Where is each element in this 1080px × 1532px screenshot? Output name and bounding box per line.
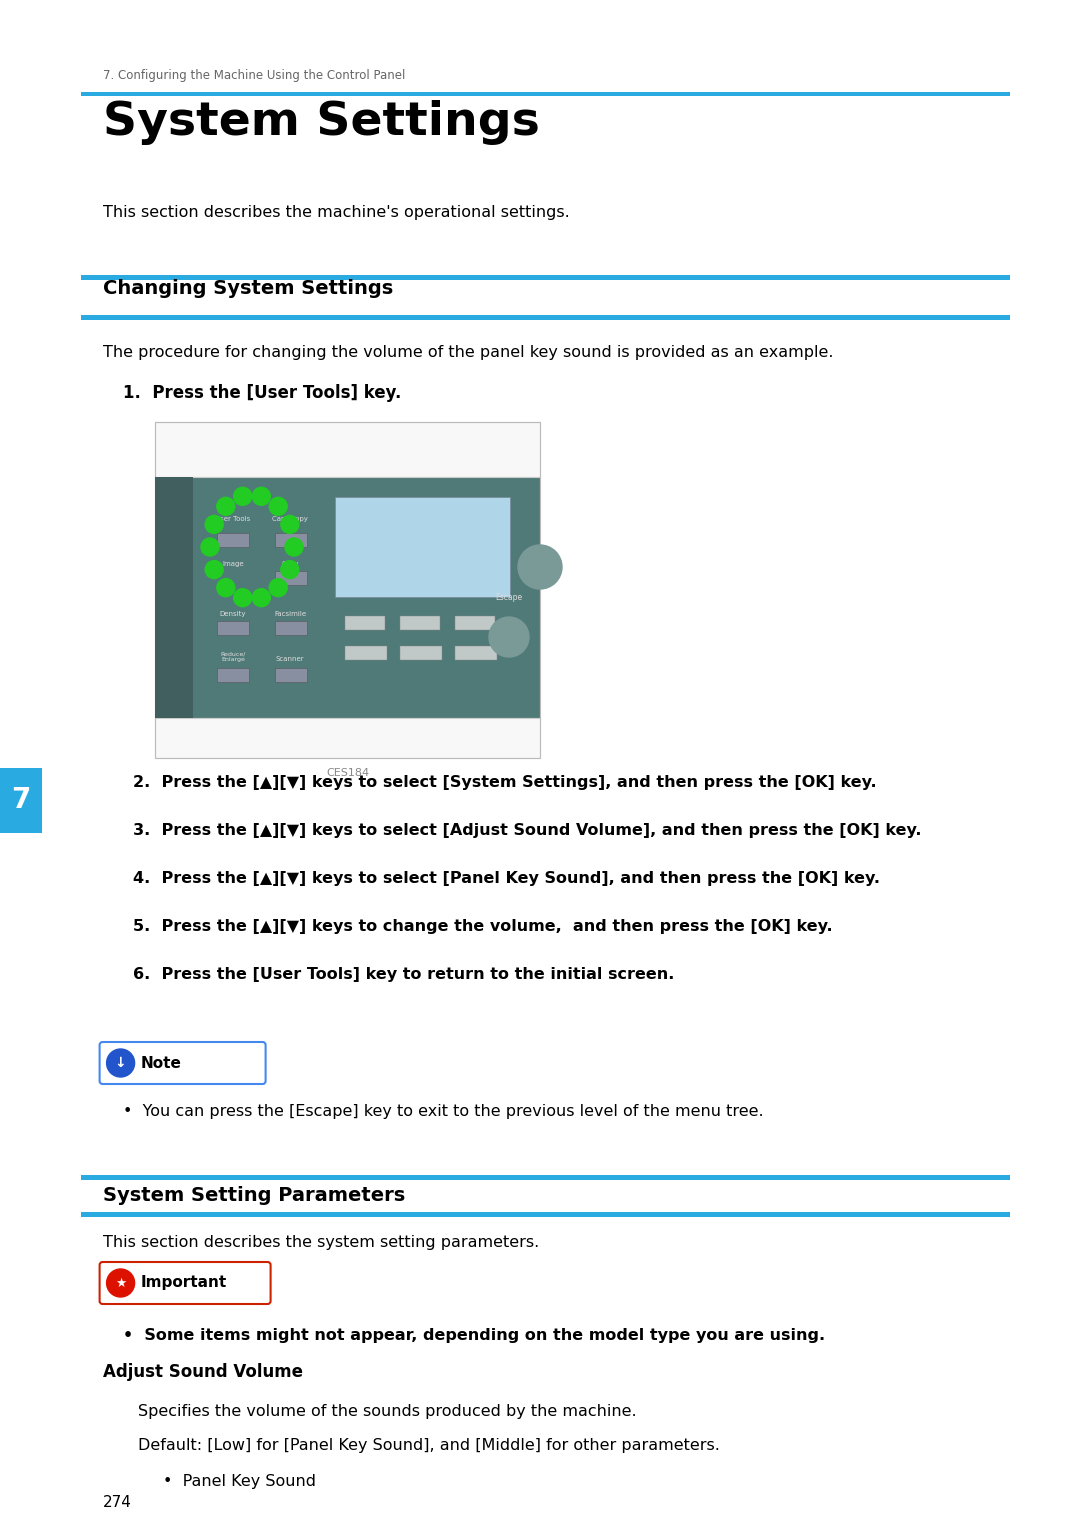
- Bar: [217, 620, 249, 634]
- Circle shape: [253, 487, 270, 506]
- Bar: [156, 476, 540, 719]
- Text: 7. Configuring the Machine Using the Control Panel: 7. Configuring the Machine Using the Con…: [103, 69, 405, 83]
- Bar: [275, 533, 307, 547]
- Text: This section describes the system setting parameters.: This section describes the system settin…: [103, 1235, 539, 1250]
- Bar: [275, 620, 307, 634]
- Bar: [156, 421, 540, 758]
- Text: 274: 274: [103, 1495, 132, 1511]
- Bar: [81, 316, 1010, 320]
- Text: Specifies the volume of the sounds produced by the machine.: Specifies the volume of the sounds produ…: [137, 1403, 636, 1419]
- Text: 1.  Press the [User Tools] key.: 1. Press the [User Tools] key.: [123, 385, 401, 401]
- Bar: [275, 571, 307, 585]
- Text: Adjust Sound Volume: Adjust Sound Volume: [103, 1363, 302, 1380]
- Circle shape: [205, 515, 224, 533]
- FancyBboxPatch shape: [99, 1262, 271, 1304]
- Text: •  Some items might not appear, depending on the model type you are using.: • Some items might not appear, depending…: [123, 1328, 825, 1344]
- Text: Default: [Low] for [Panel Key Sound], and [Middle] for other parameters.: Default: [Low] for [Panel Key Sound], an…: [137, 1439, 719, 1452]
- Circle shape: [253, 588, 270, 607]
- Bar: [335, 496, 510, 597]
- Text: The procedure for changing the volume of the panel key sound is provided as an e: The procedure for changing the volume of…: [103, 345, 833, 360]
- Bar: [156, 421, 540, 476]
- Bar: [275, 668, 307, 682]
- Circle shape: [233, 487, 252, 506]
- Text: Scanner: Scanner: [275, 656, 305, 662]
- Circle shape: [201, 538, 219, 556]
- Text: Card Copy: Card Copy: [272, 516, 308, 522]
- Text: 3.  Press the [▲][▼] keys to select [Adjust Sound Volume], and then press the [O: 3. Press the [▲][▼] keys to select [Adju…: [133, 823, 921, 838]
- Circle shape: [269, 498, 287, 515]
- Text: CES184: CES184: [326, 768, 369, 778]
- Bar: [81, 92, 1010, 97]
- Text: Important: Important: [140, 1276, 227, 1290]
- Bar: [455, 616, 495, 630]
- Circle shape: [107, 1268, 135, 1298]
- Text: Escape: Escape: [496, 593, 523, 602]
- Circle shape: [281, 561, 299, 579]
- Bar: [81, 276, 1010, 280]
- Text: System Setting Parameters: System Setting Parameters: [103, 1186, 405, 1206]
- Text: 5.  Press the [▲][▼] keys to change the volume,  and then press the [OK] key.: 5. Press the [▲][▼] keys to change the v…: [133, 919, 833, 935]
- Circle shape: [217, 498, 234, 515]
- Text: •  You can press the [Escape] key to exit to the previous level of the menu tree: • You can press the [Escape] key to exit…: [123, 1105, 764, 1118]
- Text: Changing System Settings: Changing System Settings: [103, 279, 393, 299]
- Bar: [400, 616, 440, 630]
- Circle shape: [205, 561, 224, 579]
- Circle shape: [518, 545, 562, 588]
- Bar: [156, 719, 540, 758]
- Bar: [455, 647, 497, 660]
- Text: ↓: ↓: [114, 1056, 126, 1069]
- Bar: [345, 647, 387, 660]
- Text: 7: 7: [11, 786, 30, 815]
- Circle shape: [281, 515, 299, 533]
- Bar: [400, 647, 442, 660]
- Circle shape: [233, 588, 252, 607]
- Text: 6.  Press the [User Tools] key to return to the initial screen.: 6. Press the [User Tools] key to return …: [133, 967, 674, 982]
- Text: •  Panel Key Sound: • Panel Key Sound: [163, 1474, 315, 1489]
- Bar: [0, 768, 42, 833]
- Circle shape: [489, 617, 529, 657]
- Text: Density: Density: [219, 611, 246, 617]
- Text: Note: Note: [140, 1056, 181, 1071]
- FancyBboxPatch shape: [99, 1042, 266, 1085]
- Bar: [217, 533, 249, 547]
- Circle shape: [217, 579, 234, 596]
- Text: 2.  Press the [▲][▼] keys to select [System Settings], and then press the [OK] k: 2. Press the [▲][▼] keys to select [Syst…: [133, 775, 876, 791]
- Bar: [217, 668, 249, 682]
- Bar: [345, 616, 384, 630]
- Circle shape: [107, 1049, 135, 1077]
- Text: This section describes the machine's operational settings.: This section describes the machine's ope…: [103, 205, 569, 221]
- Text: Image: Image: [222, 561, 244, 567]
- Text: User Tools: User Tools: [215, 516, 251, 522]
- Text: Facsimile: Facsimile: [274, 611, 306, 617]
- Text: 4.  Press the [▲][▼] keys to select [Panel Key Sound], and then press the [OK] k: 4. Press the [▲][▼] keys to select [Pane…: [133, 872, 879, 885]
- Text: Reduce/
Enlarge: Reduce/ Enlarge: [220, 651, 245, 662]
- Bar: [81, 1175, 1010, 1180]
- Circle shape: [269, 579, 287, 596]
- Bar: [156, 476, 193, 719]
- Text: System Settings: System Settings: [103, 100, 540, 146]
- Text: Copy: Copy: [281, 561, 299, 567]
- Circle shape: [285, 538, 303, 556]
- Bar: [81, 1212, 1010, 1216]
- Text: ★: ★: [114, 1276, 126, 1290]
